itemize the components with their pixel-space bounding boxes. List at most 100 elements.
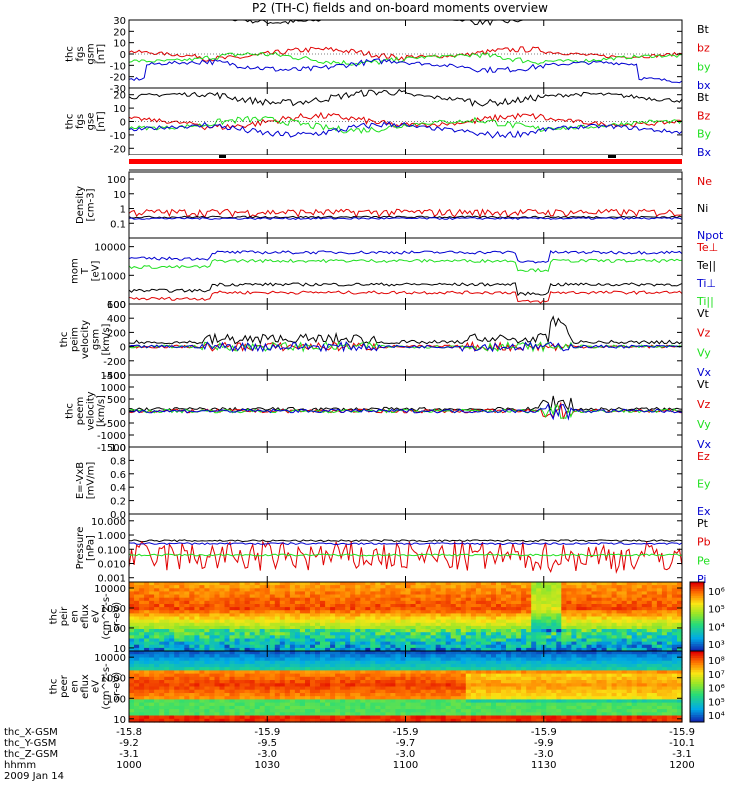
spectrogram-cell	[661, 622, 668, 627]
spectrogram-cell	[189, 604, 195, 608]
spectrogram-cell	[184, 657, 190, 662]
spectrogram-cell	[340, 582, 346, 586]
spectrogram-cell	[470, 597, 477, 602]
spectrogram-cell	[355, 635, 361, 639]
spectrogram-cell	[556, 689, 562, 694]
spectrogram-cell	[294, 616, 301, 621]
spectrogram-cell	[641, 629, 648, 633]
spectrogram-cell	[274, 647, 281, 652]
spectrogram-cell	[184, 693, 190, 697]
spectrogram-cell	[561, 632, 567, 636]
spectrogram-cell	[244, 718, 251, 723]
spectrogram-cell	[400, 670, 407, 675]
spectrogram-cell	[526, 616, 532, 621]
spectrogram-cell	[616, 676, 623, 681]
y-tick-label: -1000	[97, 431, 126, 442]
spectrogram-cell	[621, 616, 628, 621]
spectrogram-cell	[445, 680, 452, 684]
spectrogram-cell	[450, 667, 457, 671]
spectrogram-cell	[340, 629, 346, 633]
spectrogram-cell	[154, 657, 160, 662]
spectrogram-cell	[284, 600, 291, 605]
spectrogram-cell	[420, 644, 427, 649]
spectrogram-cell	[516, 651, 522, 655]
spectrogram-cell	[340, 689, 346, 694]
spectrogram-cell	[641, 604, 648, 608]
spectrogram-cell	[370, 641, 376, 646]
spectrogram-cell	[279, 673, 286, 678]
spectrogram-cell	[259, 647, 266, 652]
spectrogram-cell	[526, 676, 532, 681]
y-tick-label: 100	[107, 175, 126, 186]
spectrogram-cell	[480, 667, 487, 671]
spectrogram-cell	[169, 663, 175, 668]
spectrogram-cell	[274, 686, 281, 691]
spectrogram-cell	[350, 625, 356, 630]
spectrogram-cell	[511, 625, 517, 630]
spectrogram-cell	[164, 709, 170, 713]
spectrogram-cell	[611, 660, 618, 665]
spectrogram-cell	[491, 647, 497, 652]
spectrogram-cell	[209, 712, 215, 717]
spectrogram-cell	[179, 622, 185, 627]
spectrogram-cell	[164, 635, 170, 639]
spectrogram-cell	[631, 638, 638, 643]
spectrogram-cell	[455, 718, 462, 723]
spectrogram-cell	[149, 693, 155, 697]
spectrogram-cell	[365, 613, 371, 618]
spectrogram-cell	[139, 607, 145, 611]
spectrogram-cell	[249, 600, 256, 605]
spectrogram-cell	[385, 660, 391, 665]
spectrogram-cell	[239, 638, 246, 643]
plot-title: P2 (TH-C) fields and on-board moments ov…	[252, 1, 548, 15]
spectrogram-cell	[626, 663, 633, 668]
spectrogram-cell	[611, 629, 618, 633]
spectrogram-cell	[269, 585, 276, 589]
spectrogram-cell	[249, 686, 256, 691]
spectrogram-cell	[229, 683, 236, 688]
spectrogram-cell	[264, 638, 271, 643]
spectrogram-cell	[159, 625, 165, 630]
spectrogram-cell	[475, 712, 482, 717]
spectrogram-cell	[470, 712, 477, 717]
spectrogram-cell	[581, 647, 588, 652]
spectrogram-cell	[294, 676, 301, 681]
spectrogram-cell	[480, 641, 487, 646]
spectrogram-cell	[330, 641, 336, 646]
spectrogram-cell	[470, 635, 477, 639]
spectrogram-cell	[194, 588, 200, 592]
spectrogram-cell	[264, 712, 271, 717]
spectrogram-cell	[294, 718, 301, 723]
spectrogram-cell	[445, 696, 452, 700]
spectrogram-cell	[139, 667, 145, 671]
spectrogram-cell	[234, 647, 241, 652]
spectrogram-cell	[289, 647, 296, 652]
spectrogram-cell	[234, 686, 241, 691]
spectrogram-cell	[425, 632, 432, 636]
spectrogram-cell	[239, 588, 246, 592]
spectrogram-cell	[129, 622, 135, 627]
spectrogram-cell	[159, 676, 165, 681]
spectrogram-cell	[606, 616, 613, 621]
spectrogram-cell	[666, 635, 673, 639]
spectrogram-cell	[410, 683, 417, 688]
spectrogram-cell	[677, 619, 683, 624]
spectrogram-cell	[641, 588, 648, 592]
spectrogram-cell	[134, 670, 140, 675]
spectrogram-cell	[646, 635, 653, 639]
spectrogram-cell	[169, 632, 175, 636]
spectrogram-cell	[491, 712, 497, 717]
spectrogram-cell	[174, 632, 180, 636]
spectrogram-cell	[345, 622, 351, 627]
spectrogram-cell	[571, 680, 577, 684]
spectrogram-cell	[571, 591, 577, 596]
spectrogram-cell	[450, 693, 457, 697]
spectrogram-cell	[677, 644, 683, 649]
spectrogram-cell	[536, 683, 542, 688]
spectrogram-cell	[340, 625, 346, 630]
spectrogram-cell	[405, 702, 412, 707]
series-line-bz	[128, 46, 683, 62]
spectrogram-cell	[169, 696, 175, 700]
spectrogram-cell	[159, 591, 165, 596]
spectrogram-cell	[380, 718, 386, 723]
